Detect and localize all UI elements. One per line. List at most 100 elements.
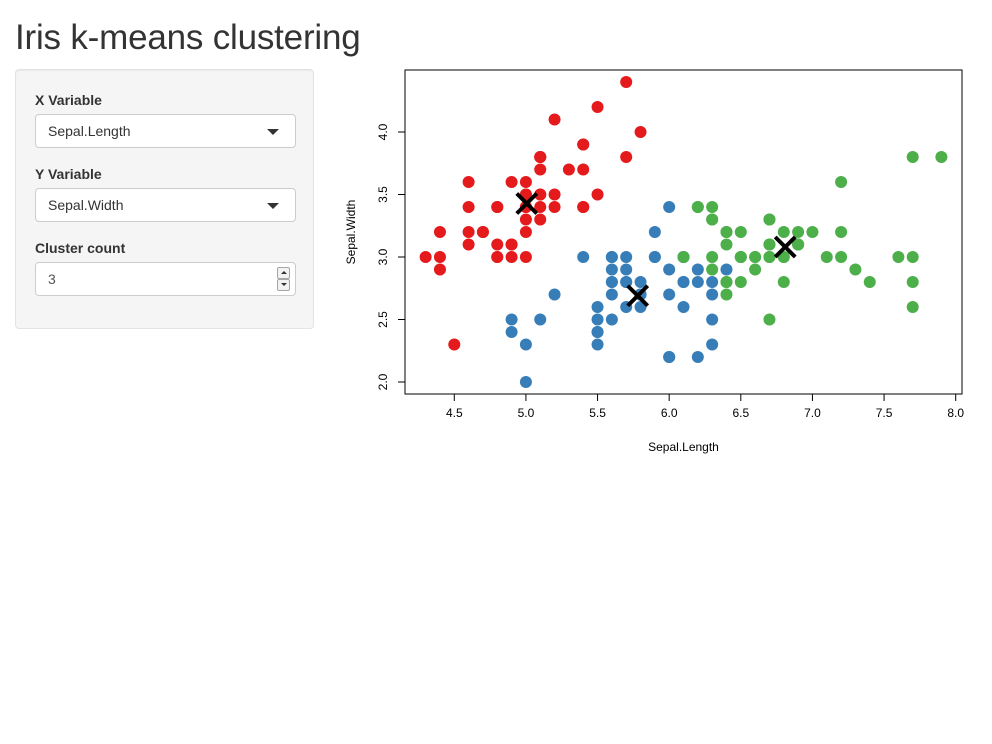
- x-tick-label: 6.0: [661, 406, 678, 420]
- data-point: [620, 263, 633, 276]
- data-point: [577, 251, 590, 263]
- data-point: [519, 176, 532, 188]
- data-point: [462, 226, 475, 238]
- x-tick-label: 7.5: [876, 406, 893, 420]
- data-point: [433, 251, 446, 263]
- cluster-center-marker: [515, 192, 539, 215]
- data-point: [720, 226, 733, 238]
- data-point: [591, 101, 604, 113]
- data-point: [534, 188, 547, 201]
- y-axis: 2.0 2.5 3.0 3.5 4.0: [376, 123, 406, 390]
- cluster-count-value: 3: [48, 271, 56, 287]
- y-variable-select[interactable]: Sepal.Width: [35, 188, 296, 222]
- x-tick-label: 7.0: [804, 406, 821, 420]
- data-point: [419, 251, 432, 263]
- data-point: [720, 276, 733, 288]
- data-point: [648, 251, 661, 263]
- cluster-center-marker: [773, 235, 797, 259]
- data-point: [433, 263, 446, 276]
- data-point: [462, 238, 475, 251]
- data-point: [534, 151, 547, 163]
- data-point: [706, 276, 719, 288]
- data-point: [691, 351, 704, 363]
- data-point: [605, 288, 618, 301]
- data-point: [591, 188, 604, 201]
- data-point: [906, 251, 919, 263]
- data-point: [663, 288, 676, 301]
- data-point: [605, 251, 618, 263]
- data-point: [605, 276, 618, 288]
- data-point: [663, 201, 676, 213]
- data-point: [620, 151, 633, 163]
- data-point: [763, 238, 776, 251]
- data-point: [706, 201, 719, 213]
- data-point: [720, 238, 733, 251]
- data-point: [505, 251, 518, 263]
- data-point: [677, 301, 690, 313]
- data-points: [419, 76, 948, 388]
- y-tick-label: 2.0: [376, 373, 390, 390]
- decrement-button[interactable]: [277, 279, 290, 291]
- data-point: [534, 201, 547, 213]
- caret-down-icon: [267, 203, 279, 209]
- data-point: [863, 276, 876, 288]
- cluster-count-spinner: [277, 267, 290, 291]
- data-point: [433, 226, 446, 238]
- data-point: [519, 338, 532, 351]
- data-point: [462, 176, 475, 188]
- data-point: [448, 338, 461, 351]
- data-point: [562, 163, 575, 176]
- sidebar-panel: X Variable Sepal.Length Y Variable Sepal…: [15, 69, 314, 329]
- x-axis: 4.5 5.0 5.5 6.0 6.5 7.0 7.5 8.0: [446, 393, 964, 420]
- data-point: [734, 251, 747, 263]
- data-point: [548, 201, 561, 213]
- data-point: [734, 276, 747, 288]
- data-point: [519, 226, 532, 238]
- cluster-count-label: Cluster count: [35, 240, 126, 256]
- data-point: [591, 326, 604, 338]
- data-point: [906, 301, 919, 313]
- cluster-centers: [515, 192, 797, 308]
- data-point: [706, 338, 719, 351]
- data-point: [706, 313, 719, 326]
- x-tick-label: 5.0: [518, 406, 535, 420]
- y-tick-label: 3.0: [376, 248, 390, 265]
- data-point: [620, 76, 633, 88]
- data-point: [577, 163, 590, 176]
- data-point: [706, 263, 719, 276]
- data-point: [634, 126, 647, 138]
- data-point: [763, 213, 776, 226]
- cluster-count-input[interactable]: 3: [35, 262, 296, 296]
- data-point: [763, 313, 776, 326]
- data-point: [605, 263, 618, 276]
- data-point: [605, 313, 618, 326]
- data-point: [749, 263, 762, 276]
- data-point: [734, 226, 747, 238]
- increment-button[interactable]: [277, 267, 290, 279]
- data-point: [691, 276, 704, 288]
- data-point: [806, 226, 819, 238]
- x-tick-label: 6.5: [732, 406, 749, 420]
- data-point: [591, 338, 604, 351]
- data-point: [519, 251, 532, 263]
- y-tick-label: 2.5: [376, 311, 390, 328]
- data-point: [720, 288, 733, 301]
- data-point: [491, 238, 504, 251]
- x-tick-label: 4.5: [446, 406, 463, 420]
- data-point: [505, 176, 518, 188]
- data-point: [548, 113, 561, 126]
- y-variable-value: Sepal.Width: [48, 197, 124, 213]
- x-tick-label: 8.0: [947, 406, 964, 420]
- data-point: [691, 201, 704, 213]
- x-variable-select[interactable]: Sepal.Length: [35, 114, 296, 148]
- data-point: [720, 263, 733, 276]
- y-variable-label: Y Variable: [35, 166, 102, 182]
- data-point: [835, 251, 848, 263]
- data-point: [835, 176, 848, 188]
- data-point: [491, 201, 504, 213]
- data-point: [677, 251, 690, 263]
- data-point: [706, 251, 719, 263]
- data-point: [906, 151, 919, 163]
- data-point: [591, 301, 604, 313]
- data-point: [663, 263, 676, 276]
